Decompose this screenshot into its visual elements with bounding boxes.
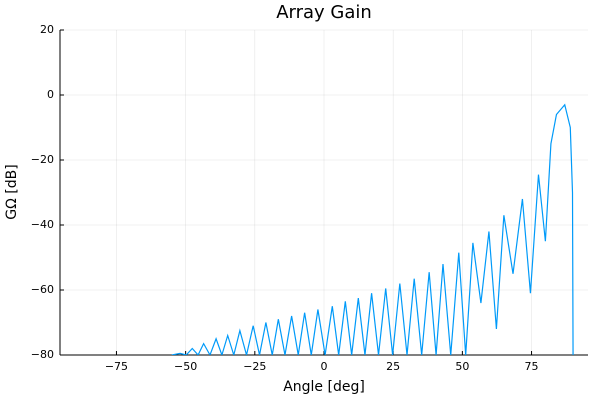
y-axis-label: GΩ [dB] [4,164,20,219]
y-tick-label: −60 [31,283,54,296]
y-tick-label: −40 [31,218,54,231]
x-tick-label: −25 [243,360,266,373]
y-tick-label: −20 [31,153,54,166]
x-tick-label: −75 [105,360,128,373]
x-tick-label: 0 [321,360,328,373]
chart-title: Array Gain [276,2,372,23]
y-tick-label: 20 [40,23,54,36]
y-tick-label: 0 [47,88,54,101]
data-line [171,103,574,355]
x-tick-label: 25 [386,360,400,373]
x-tick-label: 75 [525,360,539,373]
x-axis-label: Angle [deg] [283,379,365,395]
x-tick-label: 50 [455,360,469,373]
y-tick-label: −80 [31,348,54,361]
x-tick-label: −50 [174,360,197,373]
